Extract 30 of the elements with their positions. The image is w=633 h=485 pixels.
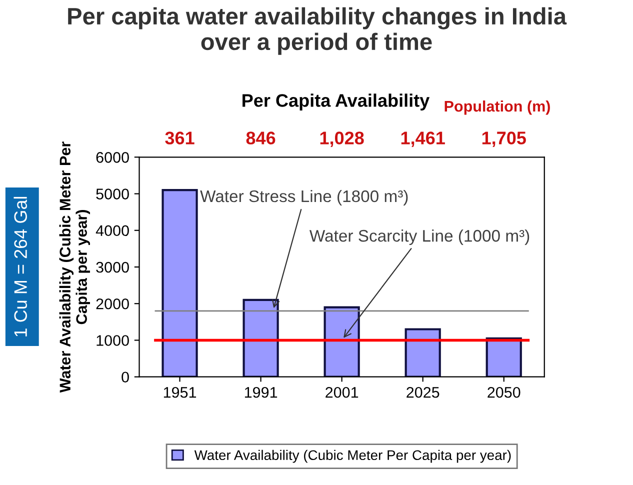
x-tick-label: 2025 — [406, 386, 440, 398]
y-tick-label: 3000 — [96, 262, 129, 273]
text: 1,461 — [401, 132, 445, 148]
y-axis-title: Water Availability (Cubic Meter Per Capita per year) — [59, 142, 90, 393]
bar — [486, 337, 522, 377]
chart-title: Per capita water availability changes in India over a period of time — [68, 7, 567, 55]
text: Population (m) — [444, 100, 550, 115]
bar — [162, 189, 198, 377]
y-tick-label: 5000 — [96, 188, 129, 200]
bar — [242, 298, 279, 377]
ref-line-label: Water Stress Line (1800 m³) — [200, 190, 408, 206]
y-tick-label: 6000 — [96, 152, 129, 163]
x-tick-label: 1951 — [164, 386, 196, 398]
x-tick-label: 1991 — [244, 386, 278, 398]
bar — [324, 306, 360, 377]
bar — [404, 328, 441, 377]
x-tick-label: 2001 — [326, 386, 358, 398]
text: 361 — [165, 132, 194, 144]
text: 1,028 — [320, 132, 364, 148]
text: 1,705 — [482, 132, 526, 148]
legend-label: Water Availability (Cubic Meter Per Capita per year) — [194, 450, 511, 463]
chart-subtitle: Per Capita Availability — [242, 94, 430, 110]
text: 846 — [246, 132, 276, 144]
x-tick-label: 2050 — [488, 386, 520, 398]
y-tick-label: 1000 — [96, 335, 129, 346]
text: 1 Cu M = 264 Gal — [14, 196, 27, 336]
y-tick-label: 4000 — [96, 225, 129, 236]
y-tick-label: 2000 — [96, 298, 129, 310]
ref-line-label: Water Scarcity Line (1000 m³) — [309, 229, 530, 246]
y-tick-label: 0 — [122, 372, 129, 383]
